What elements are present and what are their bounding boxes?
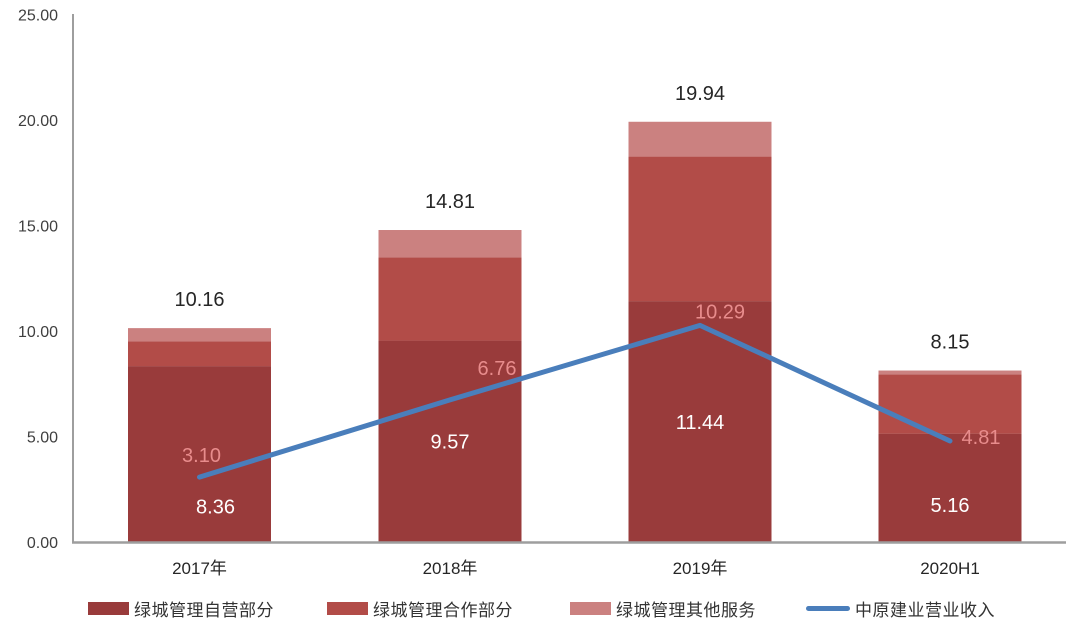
legend-label-self-operated: 绿城管理自营部分 [134,600,274,620]
bar-segment-s0-2017年 [128,366,271,543]
stack-total-label: 8.15 [931,332,970,354]
stack-total-label: 14.81 [425,191,475,213]
bar-segment-s2-2018年 [378,230,522,258]
line-point-label: 4.81 [962,427,1001,449]
bar-segment-s0-2020H1 [878,433,1022,543]
legend-item-zhongyuan-revenue: 中原建业营业收入 [806,596,995,620]
x-axis-label-2018年: 2018年 [423,559,478,578]
bar-segment-s1-2018年 [378,257,522,341]
x-axis-label-2019年: 2019年 [673,559,728,578]
legend-item-other-services: 绿城管理其他服务 [570,596,756,620]
legend-item-self-operated: 绿城管理自营部分 [88,596,274,620]
bar-segment-s2-2017年 [128,328,271,342]
y-tick-label: 15.00 [18,219,58,236]
x-axis-label-2020H1: 2020H1 [920,559,980,578]
legend-swatch-self-operated [88,601,129,615]
bar-inner-label: 8.36 [196,496,235,518]
x-axis-label-2017年: 2017年 [172,559,227,578]
y-tick-label: 20.00 [18,113,58,130]
stack-total-label: 10.16 [174,289,224,311]
y-tick-label: 0.00 [27,535,58,552]
bar-segment-s1-2020H1 [878,374,1022,434]
bar-segment-s0-2018年 [378,340,522,543]
chart-legend: 绿城管理自营部分 绿城管理合作部分 绿城管理其他服务 中原建业营业收入 [0,596,1080,622]
revenue-line-series [197,322,953,480]
legend-line-swatch-zhongyuan-revenue [806,605,850,611]
bar-inner-label: 11.44 [676,412,725,434]
line-point-label: 3.10 [182,445,221,467]
legend-label-cooperation: 绿城管理合作部分 [373,600,513,620]
y-tick-label: 25.00 [18,8,58,25]
legend-item-cooperation: 绿城管理合作部分 [327,596,513,620]
stack-total-label: 19.94 [675,83,725,105]
legend-swatch-cooperation [327,601,368,615]
line-point-label: 10.29 [695,301,745,323]
bar-segment-s2-2020H1 [878,370,1022,375]
bar-inner-label: 5.16 [931,495,970,517]
y-tick-label: 5.00 [27,430,58,447]
y-tick-label: 10.00 [18,324,58,341]
line-point-label: 6.76 [478,358,517,380]
legend-swatch-other-services [570,601,611,615]
bar-segment-s1-2019年 [628,156,772,302]
legend-label-other-services: 绿城管理其他服务 [616,600,756,620]
bar-segment-s1-2017年 [128,341,271,367]
legend-label-zhongyuan-revenue: 中原建业营业收入 [855,600,995,620]
bar-segment-s2-2019年 [628,121,772,157]
bar-inner-label: 9.57 [431,432,470,454]
